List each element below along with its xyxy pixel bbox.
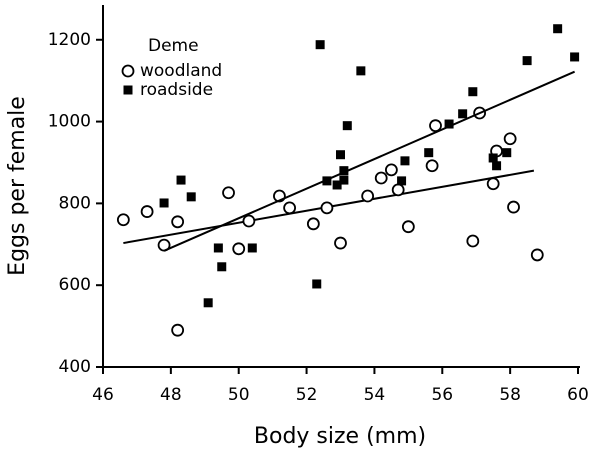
point <box>140 205 154 218</box>
point <box>458 109 468 119</box>
point <box>492 161 502 171</box>
point <box>339 175 349 185</box>
point <box>339 166 349 176</box>
x-tick-label: 58 <box>499 385 521 405</box>
legend-label: woodland <box>140 61 222 81</box>
point <box>530 248 544 262</box>
point <box>283 201 297 215</box>
y-tick-label: 1000 <box>48 112 91 132</box>
point <box>522 56 532 66</box>
trend-line <box>163 70 576 252</box>
x-tick-label: 54 <box>364 385 386 405</box>
point <box>222 186 235 200</box>
point <box>361 189 375 203</box>
point <box>213 243 223 253</box>
y-axis-title: Eggs per female <box>5 96 30 276</box>
x-tick-label: 56 <box>431 385 453 405</box>
point <box>444 119 454 129</box>
point <box>116 213 130 227</box>
x-tick-label: 52 <box>296 385 318 405</box>
point <box>356 66 366 76</box>
point <box>332 180 342 190</box>
point <box>486 177 500 191</box>
point <box>247 243 257 253</box>
point <box>322 176 332 186</box>
point <box>320 201 334 215</box>
point <box>159 198 169 208</box>
legend-marker <box>123 85 133 95</box>
point <box>217 262 227 272</box>
legend-marker <box>121 64 135 78</box>
point <box>488 153 498 163</box>
x-tick-label: 50 <box>228 385 250 405</box>
point <box>425 159 439 173</box>
y-tick-label: 400 <box>59 357 91 377</box>
y-tick-label: 600 <box>59 275 91 295</box>
point <box>186 192 196 202</box>
legend-label: roadside <box>140 80 213 100</box>
point <box>342 121 352 131</box>
y-tick-label: 800 <box>59 193 91 213</box>
y-tick-label: 1200 <box>48 30 91 50</box>
point <box>171 323 185 337</box>
point <box>424 148 434 158</box>
point <box>176 175 186 185</box>
point <box>502 148 512 158</box>
point <box>334 236 347 250</box>
point <box>315 40 325 50</box>
point <box>232 242 246 256</box>
point <box>306 217 320 231</box>
legend-title: Deme <box>148 36 199 56</box>
point <box>384 163 398 177</box>
point <box>171 215 185 229</box>
x-tick-label: 46 <box>92 385 114 405</box>
point <box>397 176 407 186</box>
point <box>391 183 405 197</box>
point <box>242 214 256 228</box>
point <box>553 24 563 34</box>
point <box>374 171 388 185</box>
point <box>466 234 480 248</box>
x-tick-label: 48 <box>160 385 182 405</box>
point <box>429 119 442 133</box>
point <box>503 132 517 146</box>
x-tick-label: 60 <box>567 385 589 405</box>
point <box>468 87 478 97</box>
point <box>507 200 520 214</box>
point <box>400 156 410 166</box>
point <box>203 298 213 308</box>
point <box>312 279 322 289</box>
x-axis-title: Body size (mm) <box>254 424 426 449</box>
point <box>401 220 415 234</box>
point <box>570 52 580 62</box>
point <box>336 150 345 160</box>
